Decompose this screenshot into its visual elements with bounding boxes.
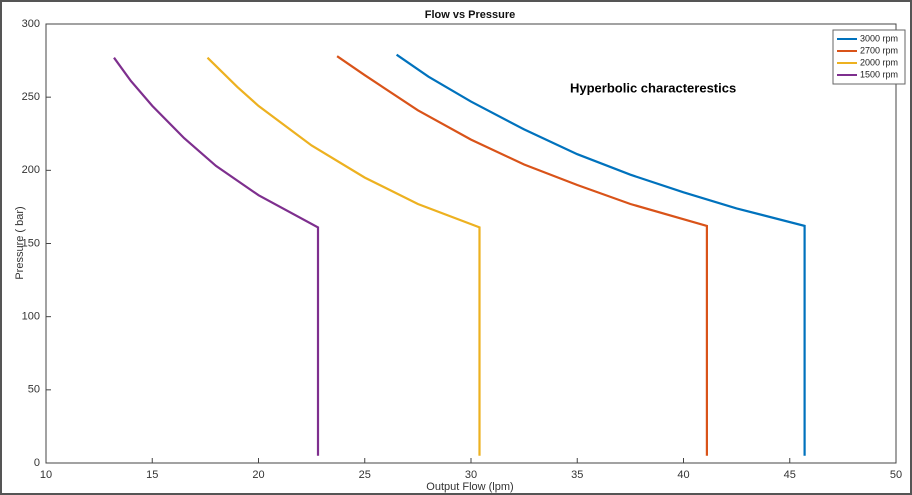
chart-title: Flow vs Pressure bbox=[425, 9, 516, 21]
y-tick-label: 50 bbox=[28, 384, 40, 396]
legend-label: 1500 rpm bbox=[860, 69, 898, 79]
legend-label: 2700 rpm bbox=[860, 45, 898, 55]
line-series bbox=[395, 53, 806, 456]
legend-label: 3000 rpm bbox=[860, 33, 898, 43]
x-tick-label: 20 bbox=[252, 469, 264, 481]
y-axis-label: Pressure ( bar) bbox=[14, 206, 26, 279]
y-tick-label: 100 bbox=[22, 311, 40, 323]
y-tick-label: 200 bbox=[22, 164, 40, 176]
x-tick-label: 35 bbox=[571, 469, 583, 481]
y-tick-label: 300 bbox=[22, 18, 40, 30]
x-tick-label: 25 bbox=[359, 469, 371, 481]
x-tick-label: 10 bbox=[40, 469, 52, 481]
y-tick-label: 250 bbox=[22, 91, 40, 103]
line-series bbox=[206, 56, 481, 456]
y-tick-label: 0 bbox=[34, 457, 40, 469]
x-tick-label: 40 bbox=[677, 469, 689, 481]
x-tick-label: 15 bbox=[146, 469, 158, 481]
x-tick-label: 50 bbox=[890, 469, 902, 481]
line-series bbox=[113, 57, 320, 456]
line-series bbox=[336, 55, 708, 456]
y-tick-label: 150 bbox=[22, 237, 40, 249]
x-axis-label: Output Flow (lpm) bbox=[426, 481, 513, 493]
legend-label: 2000 rpm bbox=[860, 57, 898, 67]
annotation: Hyperbolic characterestics bbox=[570, 80, 736, 95]
x-tick-label: 30 bbox=[465, 469, 477, 481]
x-tick-label: 45 bbox=[784, 469, 796, 481]
